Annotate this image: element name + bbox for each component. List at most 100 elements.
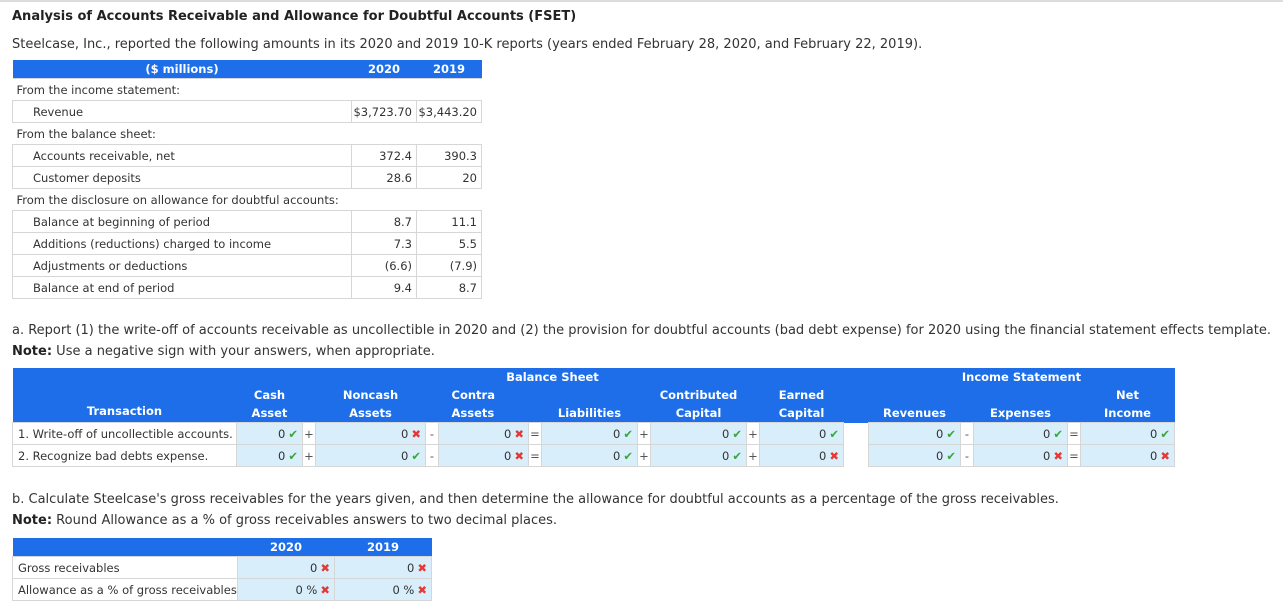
spacer [843,422,856,445]
row-label: Revenue [12,100,352,123]
header-noncash-line2: Assets [349,406,392,420]
incorrect-icon: ✖ [829,448,839,463]
part-b-header: 2020 2019 [12,538,432,557]
part-b-note: Note: Round Allowance as a % of gross re… [12,510,1059,531]
allowance-pct-2019-input[interactable]: 0 % ✖ [334,578,432,601]
part-a-note: Note: Use a negative sign with your answ… [12,341,1271,362]
part-b-text: b. Calculate Steelcase's gross receivabl… [12,492,1059,507]
input-value: 0 [1043,448,1051,463]
allowance-pct-2020-input[interactable]: 0 % ✖ [237,578,335,601]
table-row: Gross receivables 0 ✖ 0 ✖ [12,556,432,579]
correct-icon: ✔ [623,448,633,463]
expenses-input[interactable]: 0 ✖ [973,444,1068,467]
header-2020: 2020 [351,60,417,79]
noncash-assets-input[interactable]: 0 ✔ [315,444,426,467]
net-income-input[interactable]: 0 ✖ [1080,444,1175,467]
header-2019: 2019 [334,538,432,557]
fset-row-writeoff: 1. Write-off of uncollectible accounts. … [12,422,1175,445]
part-b-table: 2020 2019 Gross receivables 0 ✖ 0 ✖ Allowa… [12,538,432,601]
correct-icon: ✔ [1160,426,1170,441]
part-a-question: a. Report (1) the write-off of accounts … [12,320,1271,362]
part-a-text: a. Report (1) the write-off of accounts … [12,323,1271,338]
header-cc-line1: Contributed [659,388,738,402]
plus-sign: + [746,444,760,467]
header-gap [637,386,651,423]
input-value: 0 [1043,426,1051,441]
correct-icon: ✔ [1053,426,1063,441]
minus-sign: - [960,422,974,445]
liabilities-input[interactable]: 0 ✔ [541,444,638,467]
header-ni-line1: Net [1116,388,1139,402]
empty-cell [351,122,417,145]
incorrect-icon: ✖ [1160,448,1170,463]
input-value: 0 [392,582,400,597]
input-value: 0 [819,448,827,463]
table-row: Customer deposits 28.6 20 [12,166,482,189]
contributed-capital-input[interactable]: 0 ✔ [650,422,747,445]
contra-assets-input[interactable]: 0 ✖ [438,422,529,445]
contra-assets-input[interactable]: 0 ✖ [438,444,529,467]
input-value: 0 [278,448,286,463]
revenues-input[interactable]: 0 ✔ [868,444,961,467]
fset-column-header: Transaction Cash Asset Noncash Assets Cont… [12,386,1175,423]
header-earned-capital: Earned Capital [759,386,844,423]
input-value: 0 [401,426,409,441]
fset-group-header: Balance Sheet Income Statement [12,368,1175,386]
value-2020: 9.4 [351,276,417,299]
transaction-label: 1. Write-off of uncollectible accounts. [12,422,237,445]
header-revenues: Revenues [868,386,961,423]
header-2020: 2020 [237,538,335,557]
cash-asset-input[interactable]: 0 ✔ [236,422,303,445]
header-ec-line1: Earned [778,388,825,402]
fset-template: Balance Sheet Income Statement Transacti… [12,368,1175,467]
input-value: 0 [407,560,415,575]
minus-sign: - [960,444,974,467]
financial-data-table: ($ millions) 2020 2019 From the income s… [12,60,482,299]
gross-receivables-2020-input[interactable]: 0 ✖ [237,556,335,579]
contributed-capital-input[interactable]: 0 ✔ [650,444,747,467]
correct-icon: ✔ [411,448,421,463]
value-2019: 390.3 [416,144,482,167]
input-value: 0 [278,426,286,441]
input-value: 0 [819,426,827,441]
plus-sign: + [746,422,760,445]
expenses-input[interactable]: 0 ✔ [973,422,1068,445]
input-value: 0 [504,426,512,441]
earned-capital-input[interactable]: 0 ✖ [759,444,844,467]
net-income-input[interactable]: 0 ✔ [1080,422,1175,445]
equals-sign: = [1067,444,1081,467]
header-gap [1067,386,1081,423]
plus-sign: + [302,444,316,467]
section-income: From the income statement: [12,78,352,101]
revenues-input[interactable]: 0 ✔ [868,422,961,445]
correct-icon: ✔ [623,426,633,441]
row-label: Additions (reductions) charged to income [12,232,352,255]
equals-sign: = [528,444,542,467]
input-value: 0 [295,582,303,597]
cash-asset-input[interactable]: 0 ✔ [236,444,303,467]
value-2020: 7.3 [351,232,417,255]
page-title: Analysis of Accounts Receivable and Allo… [12,9,577,24]
row-label: Balance at beginning of period [12,210,352,233]
equals-sign: = [1067,422,1081,445]
correct-icon: ✔ [288,426,298,441]
header-net-income: Net Income [1080,386,1175,423]
value-2020: (6.6) [351,254,417,277]
earned-capital-input[interactable]: 0 ✔ [759,422,844,445]
value-2019: $3,443.20 [416,100,482,123]
percent-unit: % [403,582,415,597]
note-label: Note: [12,344,53,359]
header-liabilities: Liabilities [541,386,638,423]
liabilities-input[interactable]: 0 ✔ [541,422,638,445]
equals-sign: = [528,422,542,445]
empty-cell [351,78,417,101]
noncash-assets-input[interactable]: 0 ✖ [315,422,426,445]
header-noncash-line1: Noncash [342,388,399,402]
note-label: Note: [12,513,53,528]
incorrect-icon: ✖ [417,560,427,575]
part-b-question: b. Calculate Steelcase's gross receivabl… [12,489,1059,531]
incorrect-icon: ✖ [411,426,421,441]
gross-receivables-2019-input[interactable]: 0 ✖ [334,556,432,579]
incorrect-icon: ✖ [320,560,330,575]
intro-text: Steelcase, Inc., reported the following … [12,37,923,52]
